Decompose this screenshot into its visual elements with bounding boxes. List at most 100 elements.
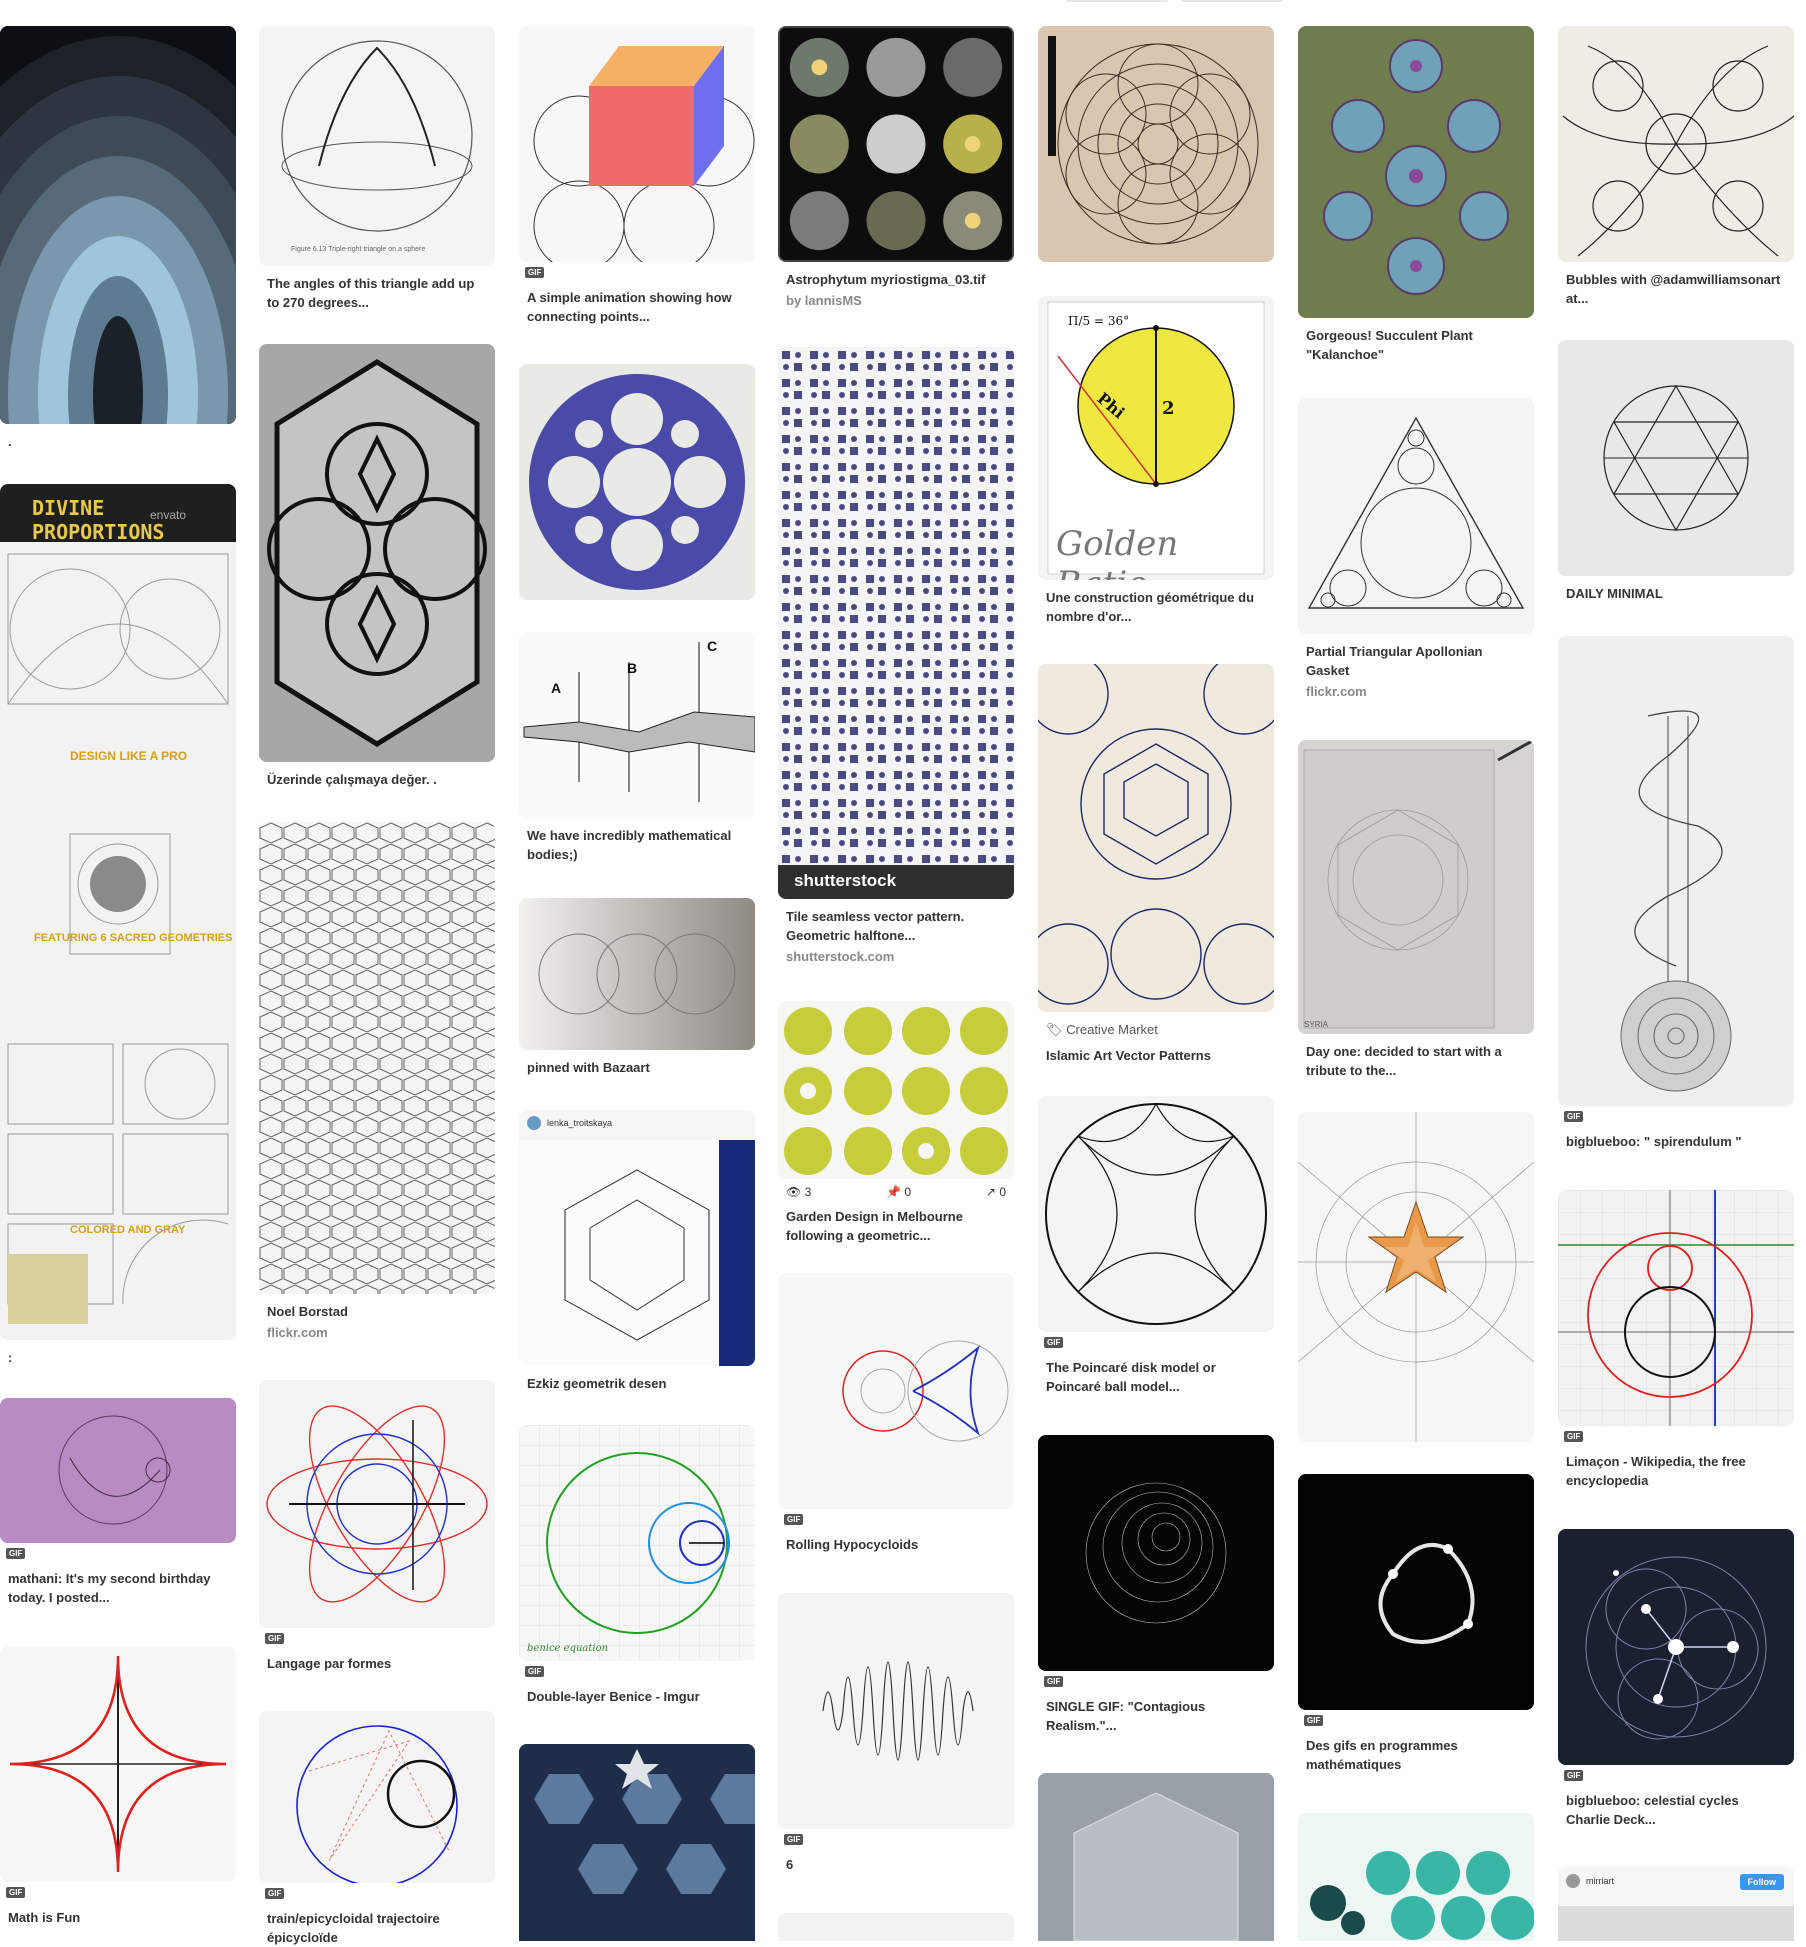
pin-image[interactable]: benice equation bbox=[519, 1425, 755, 1661]
purple-art bbox=[0, 1398, 236, 1543]
pin-divine-proportions[interactable]: DIVINE PROPORTIONS DESIGN LIKE A PRO FE bbox=[0, 484, 236, 1367]
pin-image[interactable]: shutterstock bbox=[778, 347, 1014, 899]
pin-astroid[interactable]: GIF Math is Fun bbox=[0, 1646, 236, 1927]
follow-button[interactable]: Follow bbox=[1739, 1874, 1784, 1890]
pin-image[interactable]: DIVINE PROPORTIONS DESIGN LIKE A PRO FE bbox=[0, 484, 236, 1340]
pin-image[interactable] bbox=[1298, 1813, 1534, 1941]
pin-tunnel[interactable]: . bbox=[0, 26, 236, 451]
pin-teal-tiles[interactable] bbox=[1298, 1813, 1534, 1941]
pin-image[interactable] bbox=[1038, 1773, 1274, 1941]
pin-sketch-bottom[interactable] bbox=[778, 1913, 1014, 1941]
pin-noel-borstad[interactable]: Noel Borstad flickr.com bbox=[259, 822, 495, 1340]
pin-image[interactable] bbox=[519, 26, 755, 262]
pin-image[interactable] bbox=[259, 1711, 495, 1883]
pin-image[interactable]: mirriart Follow bbox=[1558, 1866, 1794, 1941]
pin-caption: . bbox=[8, 434, 12, 449]
pin-syria-sketch[interactable]: SYRIA Day one: decided to start with a t… bbox=[1298, 740, 1534, 1080]
pin-grey-lattice[interactable] bbox=[1038, 1773, 1274, 1941]
pin-image[interactable] bbox=[259, 344, 495, 762]
pin-caption: Üzerinde çalışmaya değer. . bbox=[267, 772, 437, 787]
pin-sphere-triangle[interactable]: Figure 6.13 Triple-right triangle on a s… bbox=[259, 26, 495, 312]
pin-orange-rosette[interactable] bbox=[1298, 1112, 1534, 1442]
pin-image[interactable]: Π/5 = 36° Phi 2 Golden Ratio bbox=[1038, 296, 1274, 580]
pin-tile-vector[interactable]: shutterstock Tile seamless vector patter… bbox=[778, 347, 1014, 964]
pin-spirendulum[interactable]: GIF bigblueboo: " spirendulum " bbox=[1558, 636, 1794, 1151]
pin-image[interactable] bbox=[259, 822, 495, 1294]
pin-image[interactable] bbox=[519, 364, 755, 600]
pin-langage-formes[interactable]: GIF Langage par formes bbox=[259, 1380, 495, 1673]
pin-hypocycloids[interactable]: GIF Rolling Hypocycloids bbox=[778, 1273, 1014, 1554]
gif-badge: GIF bbox=[525, 267, 545, 278]
pin-image[interactable] bbox=[1558, 26, 1794, 262]
gif-badge: GIF bbox=[784, 1834, 804, 1845]
pin-apollonian-gasket[interactable]: Partial Triangular Apollonian Gasket fli… bbox=[1298, 398, 1534, 699]
pin-blue-tiles[interactable] bbox=[519, 1744, 755, 1941]
pin-image[interactable] bbox=[778, 26, 1014, 262]
pin-bubbles[interactable]: Bubbles with @adamwilliamsonart at... bbox=[1558, 26, 1794, 308]
gasket-art bbox=[1298, 398, 1534, 634]
pin-image[interactable] bbox=[1558, 1190, 1794, 1426]
pin-daily-minimal[interactable]: DAILY MINIMAL bbox=[1558, 340, 1794, 603]
pin-image[interactable] bbox=[1038, 1096, 1274, 1332]
pin-image[interactable] bbox=[1558, 636, 1794, 1106]
pin-image[interactable] bbox=[778, 1913, 1014, 1941]
gif-badge: GIF bbox=[784, 1514, 804, 1525]
pin-user-row[interactable]: lenka_troitskaya bbox=[527, 1116, 612, 1130]
pin-celestial-cycles[interactable]: GIF bigblueboo: celestial cycles Charlie… bbox=[1558, 1529, 1794, 1829]
pin-source[interactable]: shutterstock.com bbox=[786, 949, 895, 964]
pin-image[interactable] bbox=[1038, 26, 1274, 262]
promo-sub-3: COLORED AND GRAY bbox=[70, 1224, 186, 1236]
pin-image[interactable]: Figure 6.13 Triple-right triangle on a s… bbox=[259, 26, 495, 266]
pin-image[interactable] bbox=[1038, 664, 1274, 1012]
pin-image[interactable] bbox=[519, 1744, 755, 1941]
pin-purple-gif[interactable]: GIF mathani: It's my second birthday tod… bbox=[0, 1398, 236, 1607]
pin-image[interactable] bbox=[0, 1398, 236, 1543]
pin-image[interactable] bbox=[1558, 1529, 1794, 1765]
pin-garden-design[interactable]: 👁 3 📌 0 ↗ 0 Garden Design in Melbourne f… bbox=[778, 1001, 1014, 1245]
pin-image[interactable] bbox=[1298, 398, 1534, 634]
pin-bazaart[interactable]: pinned with Bazaart bbox=[519, 898, 755, 1077]
pin-image[interactable] bbox=[1298, 1474, 1534, 1710]
pin-astrophytum[interactable]: Astrophytum myriostigma_03.tif by lannis… bbox=[778, 26, 1014, 308]
pin-six[interactable]: GIF 6 bbox=[778, 1593, 1014, 1874]
pin-contagious-realism[interactable]: GIF SINGLE GIF: "Contagious Realism."... bbox=[1038, 1435, 1274, 1735]
pin-image[interactable]: A B C bbox=[519, 632, 755, 818]
pin-image[interactable] bbox=[1038, 1435, 1274, 1671]
pin-image[interactable] bbox=[778, 1001, 1014, 1179]
pin-kalanchoe[interactable]: Gorgeous! Succulent Plant "Kalanchoe" bbox=[1298, 26, 1534, 364]
pin-mandala-drawing[interactable] bbox=[1038, 26, 1274, 262]
pin-poincare[interactable]: GIF The Poincaré disk model or Poincaré … bbox=[1038, 1096, 1274, 1396]
pin-arm-proportions[interactable]: A B C We have incredibly mathematical bo… bbox=[519, 632, 755, 864]
pin-source[interactable]: flickr.com bbox=[1306, 684, 1367, 699]
pin-image[interactable] bbox=[519, 898, 755, 1050]
tunnel-art bbox=[0, 26, 236, 424]
pin-image[interactable] bbox=[1298, 26, 1534, 318]
pin-epicycloid[interactable]: GIF train/epicycloidal trajectoire épicy… bbox=[259, 1711, 495, 1947]
pin-gifs-programmes[interactable]: GIF Des gifs en programmes mathématiques bbox=[1298, 1474, 1534, 1774]
pin-image[interactable]: lenka_troitskaya bbox=[519, 1110, 755, 1366]
pin-cube-circles[interactable]: GIF A simple animation showing how conne… bbox=[519, 26, 755, 326]
pin-image[interactable]: SYRIA bbox=[1298, 740, 1534, 1034]
pin-image[interactable] bbox=[259, 1380, 495, 1628]
pin-islamic-vector[interactable]: 🏷 Creative Market Islamic Art Vector Pat… bbox=[1038, 664, 1274, 1065]
pin-source[interactable]: flickr.com bbox=[267, 1325, 328, 1340]
creative-market-label[interactable]: 🏷 Creative Market bbox=[1046, 1022, 1158, 1037]
pin-mirriart[interactable]: mirriart Follow bbox=[1558, 1866, 1794, 1941]
pin-image[interactable] bbox=[0, 1646, 236, 1882]
gif-badge: GIF bbox=[1304, 1715, 1324, 1726]
pin-source[interactable]: by lannisMS bbox=[786, 293, 862, 308]
pin-golden-ratio[interactable]: Π/5 = 36° Phi 2 Golden Ratio Une constru… bbox=[1038, 296, 1274, 626]
pin-user-row[interactable]: mirriart bbox=[1566, 1874, 1614, 1888]
pin-image[interactable] bbox=[1558, 340, 1794, 576]
benice-overlay: benice equation bbox=[527, 1643, 609, 1654]
pin-image[interactable] bbox=[778, 1273, 1014, 1509]
pin-limacon[interactable]: GIF Limaçon - Wikipedia, the free encycl… bbox=[1558, 1190, 1794, 1490]
pin-benice[interactable]: benice equation GIF Double-layer Benice … bbox=[519, 1425, 755, 1706]
pin-image[interactable] bbox=[778, 1593, 1014, 1829]
pin-image[interactable] bbox=[1298, 1112, 1534, 1442]
pin-star-lattice[interactable]: Üzerinde çalışmaya değer. . bbox=[259, 344, 495, 789]
pin-image[interactable] bbox=[0, 26, 236, 424]
pin-ezkiz[interactable]: lenka_troitskaya Ezkiz geometrik desen bbox=[519, 1110, 755, 1393]
pin-caption: Noel Borstad bbox=[267, 1304, 348, 1319]
pin-apollonian-blue[interactable] bbox=[519, 364, 755, 600]
